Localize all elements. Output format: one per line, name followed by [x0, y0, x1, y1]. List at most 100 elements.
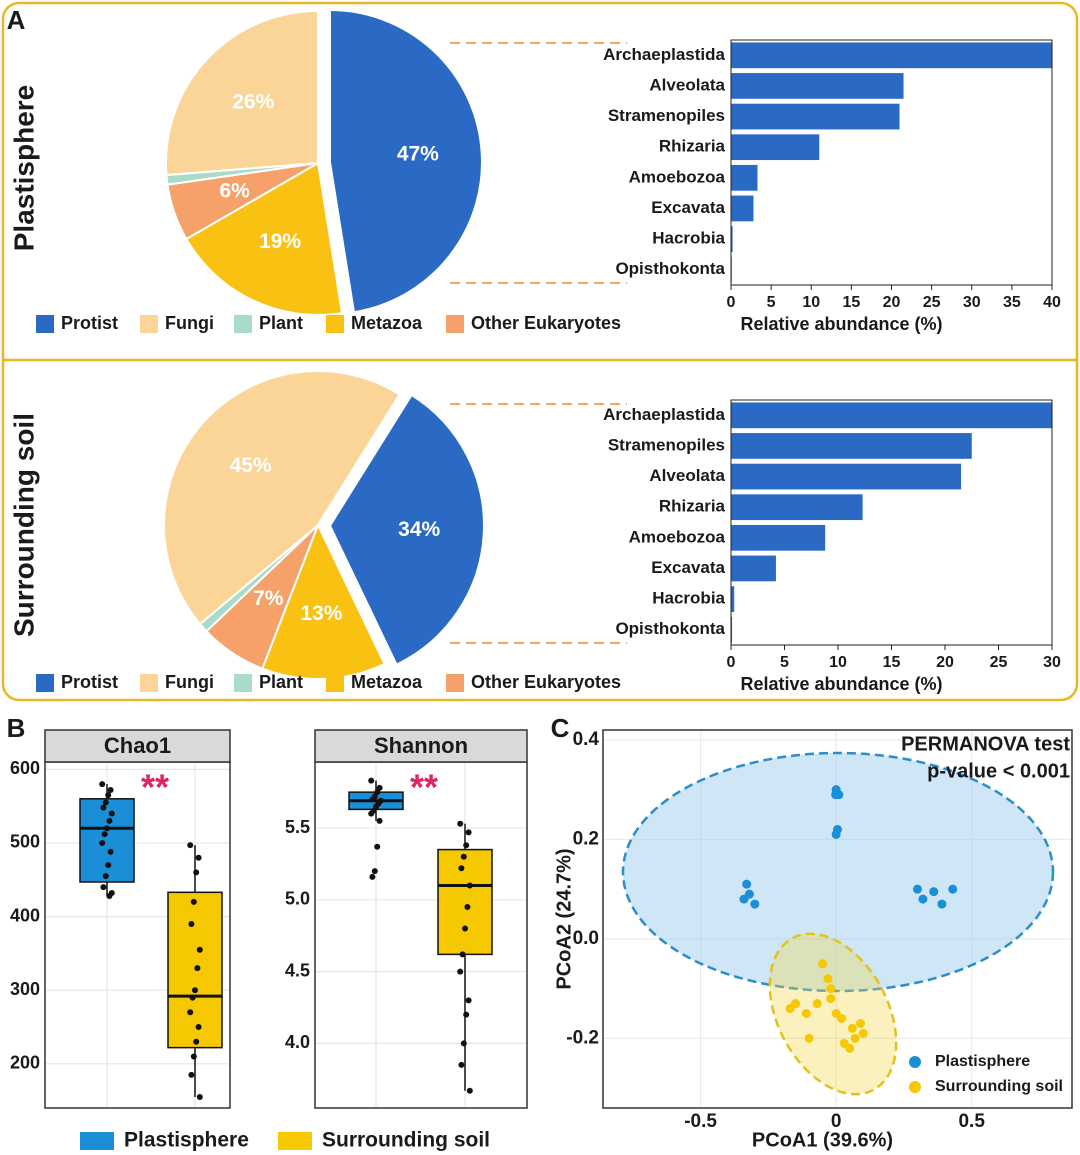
point: [188, 1071, 195, 1078]
legend-label: Fungi: [165, 672, 214, 692]
slice-label: 19%: [259, 230, 301, 253]
legend-label: Other Eukaryotes: [471, 313, 621, 333]
x-axis-label: Relative abundance (%): [740, 674, 942, 694]
point: [750, 899, 760, 909]
x-axis-label: PCoA1 (39.6%): [752, 1129, 893, 1151]
y-tick-label: -0.2: [566, 1027, 599, 1048]
point: [457, 968, 464, 975]
x-tick-label: 5: [780, 654, 789, 671]
point: [104, 825, 110, 832]
category-label: Excavata: [651, 558, 725, 577]
row-label: Plastisphere: [8, 85, 39, 252]
legend-marker: [909, 1056, 921, 1068]
point: [99, 781, 106, 788]
x-tick-label: 10: [802, 294, 820, 311]
point: [102, 799, 109, 806]
bar: [731, 42, 1052, 69]
x-tick-label: 0: [727, 294, 736, 311]
y-tick-label: 4.5: [285, 960, 310, 980]
confidence-ellipse: [621, 751, 1055, 993]
legend-swatch: [80, 1132, 114, 1150]
plot-frame: [602, 729, 1073, 1109]
point: [465, 997, 472, 1004]
point: [189, 994, 196, 1001]
y-axis-label: PCoA2 (24.7%): [553, 848, 575, 989]
point: [457, 820, 464, 827]
point: [100, 804, 107, 811]
pie-slice: [165, 9, 319, 177]
legend-swatch: [36, 674, 54, 692]
y-tick-label: 0.4: [573, 729, 600, 750]
slice-label: 45%: [230, 454, 272, 477]
legend-label: Fungi: [165, 313, 214, 333]
point: [464, 904, 471, 911]
point: [107, 848, 114, 855]
panel-a-frame: [1, 1, 1079, 702]
x-tick-label: 10: [829, 654, 847, 671]
point: [193, 1038, 200, 1045]
category-label: Stramenopiles: [608, 435, 725, 454]
point: [937, 899, 947, 909]
point: [371, 868, 378, 875]
point: [106, 892, 113, 899]
legend-swatch: [234, 674, 252, 692]
point: [99, 839, 106, 846]
category-label: Hacrobia: [652, 229, 725, 248]
y-tick-label: 200: [10, 1053, 40, 1073]
category-label: Archaeplastida: [603, 405, 725, 424]
legend-swatch: [326, 315, 344, 333]
x-tick-label: 40: [1043, 294, 1061, 311]
box: [167, 891, 223, 1049]
point: [460, 853, 467, 860]
point: [466, 882, 473, 889]
point: [463, 1011, 470, 1018]
point: [196, 1093, 203, 1100]
bar: [731, 524, 826, 551]
x-tick-label: 20: [936, 654, 954, 671]
point: [100, 884, 107, 891]
point: [826, 984, 836, 994]
bar: [731, 195, 754, 222]
point: [837, 1013, 847, 1023]
bar: [731, 164, 758, 191]
box: [79, 798, 135, 883]
bar: [731, 73, 904, 99]
legend-swatch: [36, 315, 54, 333]
point: [369, 873, 376, 880]
slice-label: 34%: [398, 518, 440, 541]
point: [188, 920, 195, 927]
x-tick-label: 0: [831, 1111, 842, 1132]
row-label: Surrounding soil: [8, 413, 39, 637]
point: [195, 1024, 202, 1031]
point: [368, 810, 375, 817]
point: [102, 873, 109, 880]
point: [465, 829, 472, 836]
legend-label: Metazoa: [351, 313, 423, 333]
point: [105, 862, 112, 869]
strip-title: Shannon: [374, 733, 468, 758]
annotation: p-value < 0.001: [927, 760, 1070, 782]
point: [108, 810, 115, 817]
point: [107, 786, 114, 793]
point: [374, 843, 381, 850]
slice-label: 7%: [253, 587, 284, 610]
significance: **: [141, 767, 169, 808]
category-label: Rhizaria: [659, 497, 726, 516]
category-label: Alveolata: [649, 466, 725, 485]
slice-label: 26%: [232, 91, 274, 114]
category-label: Excavata: [651, 198, 725, 217]
x-tick-label: 25: [923, 294, 941, 311]
point: [458, 1061, 465, 1068]
category-label: Hacrobia: [652, 589, 725, 608]
strip-title: Chao1: [104, 733, 171, 758]
legend-label: Plastisphere: [124, 1129, 249, 1152]
point: [376, 817, 383, 824]
box: [437, 848, 493, 956]
point: [458, 865, 465, 872]
x-tick-label: 0: [727, 654, 736, 671]
bar: [731, 402, 1052, 429]
bar: [731, 463, 962, 490]
point: [912, 884, 922, 894]
slice-label: 13%: [300, 602, 342, 625]
